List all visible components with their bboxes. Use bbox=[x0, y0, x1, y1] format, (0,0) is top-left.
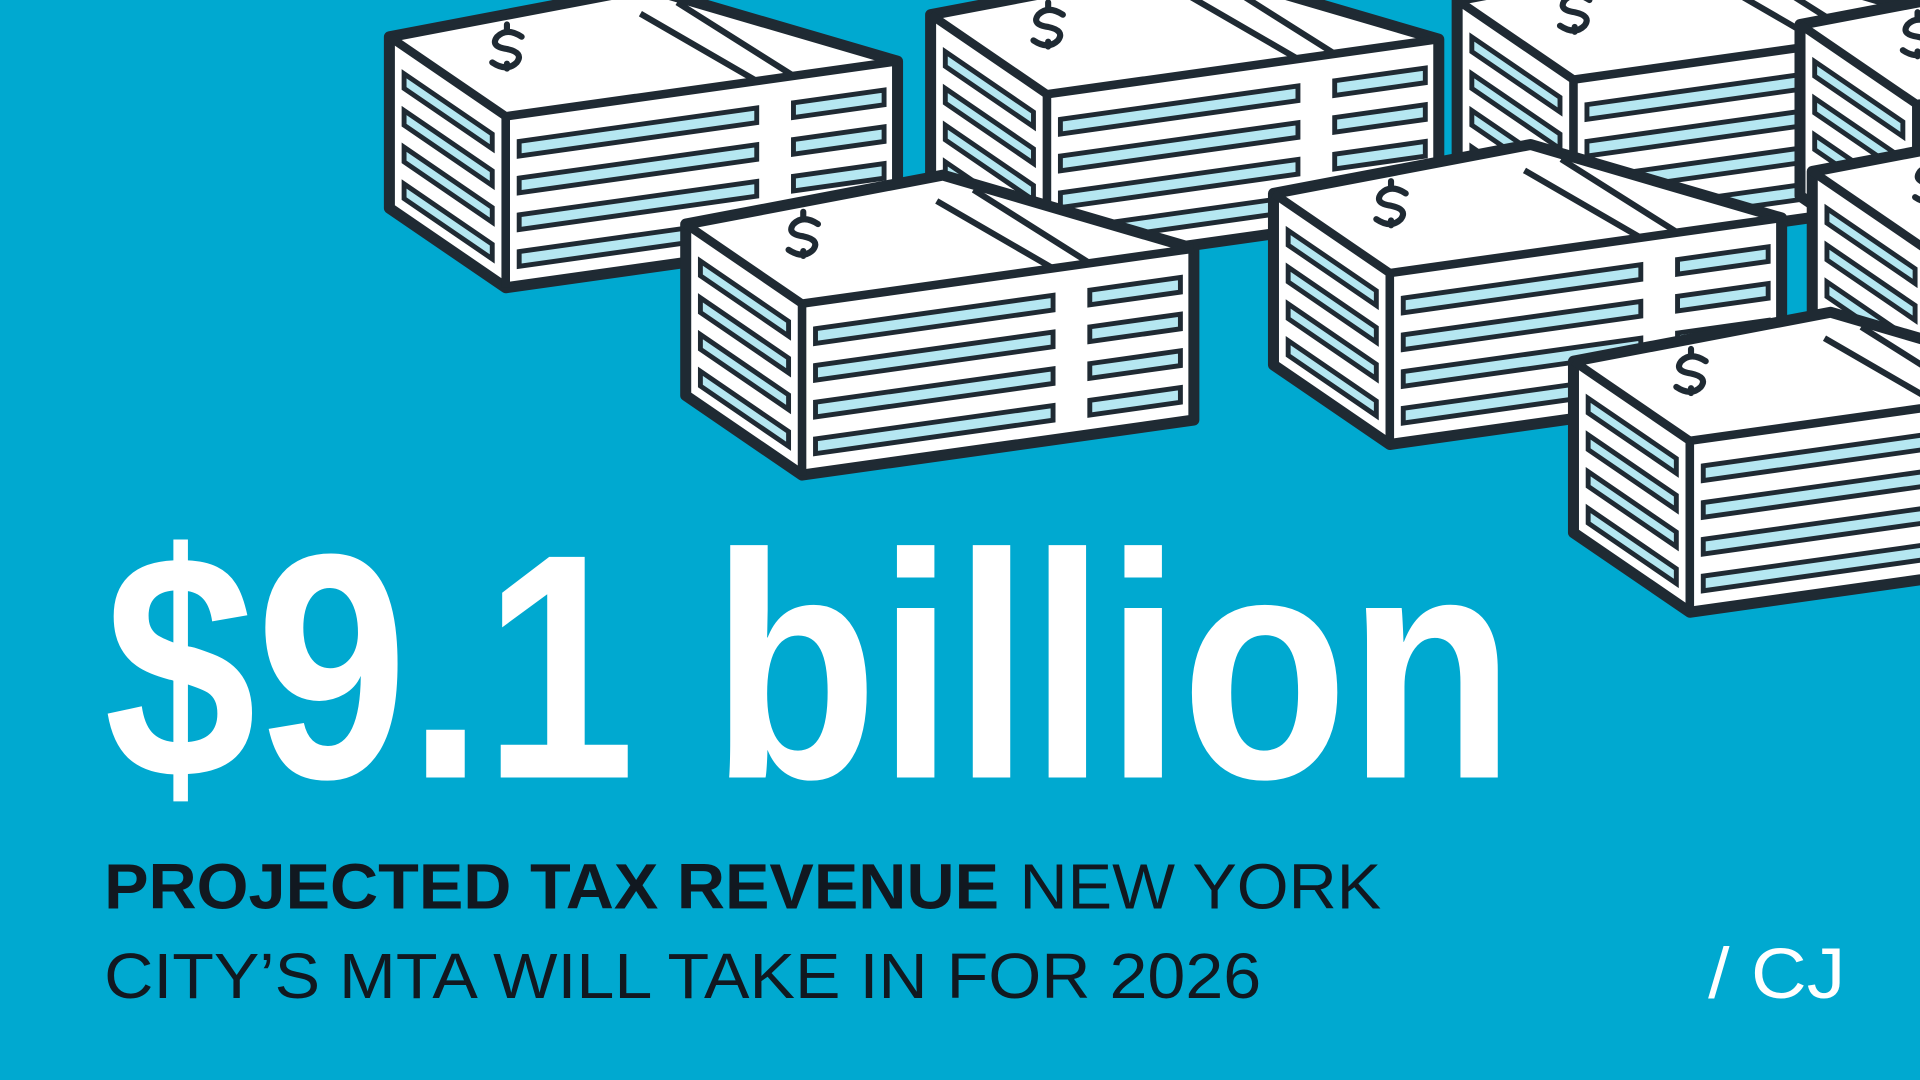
headline: $9.1 billion bbox=[104, 488, 1515, 846]
logo: / CJ bbox=[1708, 935, 1845, 1014]
money-stack bbox=[1573, 312, 1920, 612]
description-text: NEW YORK bbox=[1020, 852, 1382, 923]
description-line: CITY’S MTA WILL TAKE IN FOR 2026 bbox=[104, 941, 1261, 1012]
description-emphasis: PROJECTED TAX REVENUE bbox=[104, 852, 999, 923]
description-line: PROJECTED TAX REVENUE NEW YORK bbox=[104, 852, 1381, 923]
